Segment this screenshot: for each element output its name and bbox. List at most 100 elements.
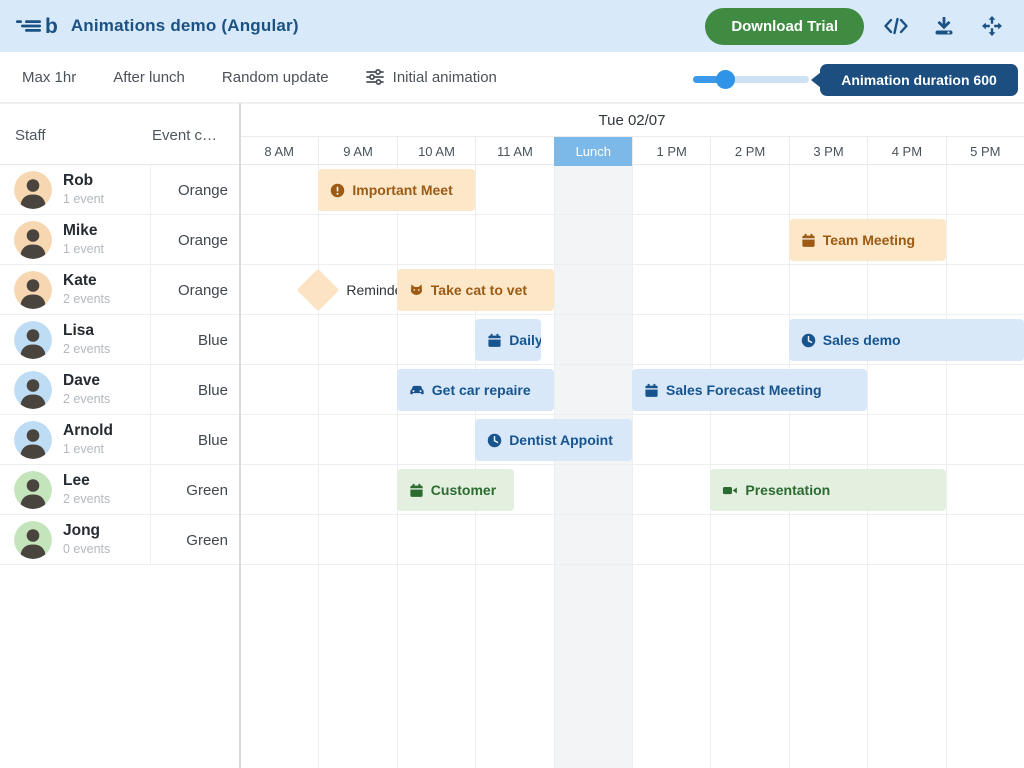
event-bar-important-meet[interactable]: Important Meet bbox=[318, 169, 476, 211]
event-bar-sales-forecast-meeting[interactable]: Sales Forecast Meeting bbox=[632, 369, 868, 411]
time-header-cell-10-am: 10 AM bbox=[396, 137, 475, 166]
resource-row-kate[interactable]: Kate 2 events Orange bbox=[0, 265, 1024, 315]
event-bar-get-car-repaire[interactable]: Get car repaire bbox=[396, 369, 554, 411]
resource-event-count: 0 events bbox=[63, 542, 111, 556]
after-lunch-label: After lunch bbox=[113, 68, 185, 86]
tooltip-text: Animation duration 600 bbox=[841, 72, 997, 88]
event-label: Daily bbox=[509, 332, 541, 348]
time-gridline bbox=[867, 165, 869, 768]
resource-row-mike[interactable]: Mike 1 event Orange bbox=[0, 215, 1024, 265]
random-update-label: Random update bbox=[221, 68, 329, 86]
avatar bbox=[14, 271, 52, 309]
scheduler-header: Staff Event c… Tue 02/07 8 AM 9 AM 10 AM 11… bbox=[0, 103, 1024, 166]
day-header-cell: Tue 02/07 bbox=[240, 104, 1024, 137]
resource-row-rob[interactable]: Rob 1 event Orange bbox=[0, 165, 1024, 215]
initial-animation-button[interactable]: Initial animation bbox=[365, 68, 497, 86]
time-header-cell-11-am: 11 AM bbox=[475, 137, 553, 166]
event-label: Important Meet bbox=[352, 182, 453, 198]
event-bar-dentist-appoint[interactable]: Dentist Appoint bbox=[475, 419, 632, 461]
avatar bbox=[14, 371, 52, 409]
event-bar-presentation[interactable]: Presentation bbox=[710, 469, 946, 511]
avatar bbox=[14, 321, 52, 359]
time-header-cell-4-pm: 4 PM bbox=[867, 137, 945, 166]
time-gridline bbox=[318, 165, 320, 768]
resource-row-lisa[interactable]: Lisa 2 events Blue bbox=[0, 315, 1024, 365]
top-bar: b Animations demo (Angular) Download Tri… bbox=[0, 0, 1024, 52]
avatar bbox=[14, 171, 52, 209]
resource-name: Rob bbox=[63, 172, 94, 189]
avatar bbox=[14, 521, 52, 559]
initial-animation-label: Initial animation bbox=[392, 68, 497, 86]
resource-color-cell[interactable]: Blue bbox=[197, 381, 228, 399]
slider-fill bbox=[693, 76, 725, 83]
resource-row-dave[interactable]: Dave 2 events Blue bbox=[0, 365, 1024, 415]
resource-color-cell[interactable]: Blue bbox=[197, 431, 228, 449]
time-gridline bbox=[475, 165, 477, 768]
calendar-icon bbox=[801, 233, 816, 248]
clock-icon bbox=[801, 333, 816, 348]
resource-color-cell[interactable]: Blue bbox=[197, 331, 228, 349]
event-color-column-header[interactable]: Event c… bbox=[152, 126, 218, 144]
resource-color-cell[interactable]: Orange bbox=[177, 281, 228, 299]
resource-event-count: 2 events bbox=[63, 392, 111, 406]
animation-duration-slider[interactable] bbox=[693, 70, 809, 89]
download-trial-button[interactable]: Download Trial bbox=[705, 7, 864, 45]
resource-event-count: 2 events bbox=[63, 492, 111, 506]
milestone-diamond-reminder[interactable] bbox=[297, 268, 340, 312]
event-label: Presentation bbox=[745, 482, 831, 498]
max-1hr-button[interactable]: Max 1hr bbox=[22, 69, 76, 86]
topbar-actions: Download Trial bbox=[705, 7, 1008, 45]
random-update-button[interactable]: Random update bbox=[222, 69, 329, 86]
event-label: Get car repaire bbox=[431, 382, 531, 398]
toolbar: Max 1hr After lunch Random update Initia… bbox=[0, 52, 1024, 103]
resource-color-cell[interactable]: Orange bbox=[177, 231, 228, 249]
download-icon bbox=[935, 17, 953, 35]
resource-event-count: 1 event bbox=[63, 442, 105, 456]
bryntum-logo: b bbox=[16, 16, 58, 37]
calendar-icon bbox=[409, 483, 424, 498]
event-label: Sales demo bbox=[822, 332, 901, 348]
scheduler: Staff Event c… Tue 02/07 8 AM 9 AM 10 AM 11… bbox=[0, 103, 1024, 768]
slider-thumb[interactable] bbox=[715, 70, 735, 89]
resource-color-cell[interactable]: Green bbox=[186, 481, 228, 499]
resource-event-count: 1 event bbox=[63, 192, 105, 206]
resource-color-cell[interactable]: Orange bbox=[177, 181, 228, 199]
resource-name: Kate bbox=[63, 272, 97, 289]
time-header-cell-3-pm: 3 PM bbox=[788, 137, 867, 166]
event-bar-team-meeting[interactable]: Team Meeting bbox=[788, 219, 946, 261]
time-header-cell-9-am: 9 AM bbox=[318, 137, 396, 166]
avatar bbox=[14, 221, 52, 259]
move-arrows-icon bbox=[982, 16, 1002, 36]
time-header-cell-2-pm: 2 PM bbox=[710, 137, 788, 166]
time-gridline bbox=[553, 165, 555, 768]
staff-column-header[interactable]: Staff bbox=[15, 126, 46, 144]
time-gridline bbox=[632, 165, 633, 768]
toolbar-buttons: Max 1hr After lunch Random update Initia… bbox=[22, 52, 497, 102]
view-code-button[interactable] bbox=[880, 10, 912, 42]
event-label: Dentist Appoint bbox=[509, 432, 613, 448]
max-1hr-label: Max 1hr bbox=[22, 68, 77, 86]
logo-letter: b bbox=[45, 14, 58, 38]
event-bar-take-cat-to-vet[interactable]: Take cat to vet bbox=[396, 269, 554, 311]
event-bar-sales-demo[interactable]: Sales demo bbox=[788, 319, 1024, 361]
fullscreen-move-button[interactable] bbox=[976, 10, 1008, 42]
resource-row-arnold[interactable]: Arnold 1 event Blue bbox=[0, 415, 1024, 465]
grid-splitter[interactable] bbox=[239, 103, 241, 768]
resource-color-cell[interactable]: Green bbox=[186, 531, 228, 549]
resource-row-lee[interactable]: Lee 2 events Green bbox=[0, 465, 1024, 515]
event-bar-daily[interactable]: Daily bbox=[475, 319, 541, 361]
event-bar-customer[interactable]: Customer bbox=[396, 469, 515, 511]
download-code-button[interactable] bbox=[928, 10, 960, 42]
page-title: Animations demo (Angular) bbox=[70, 16, 299, 35]
time-gridline bbox=[396, 165, 398, 768]
after-lunch-button[interactable]: After lunch bbox=[113, 69, 185, 86]
time-gridline bbox=[945, 165, 947, 768]
calendar-icon bbox=[644, 383, 659, 398]
resource-row-jong[interactable]: Jong 0 events Green bbox=[0, 515, 1024, 565]
animation-duration-tooltip: Animation duration 600 bbox=[811, 64, 1018, 96]
lunch-nonworking-column bbox=[553, 165, 632, 768]
resource-event-count: 1 event bbox=[63, 242, 105, 256]
time-gridline bbox=[788, 165, 790, 768]
car-icon bbox=[409, 383, 425, 398]
